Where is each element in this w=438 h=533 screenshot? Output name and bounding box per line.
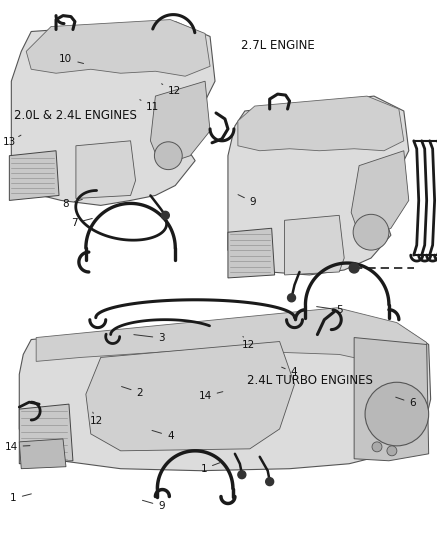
Circle shape <box>353 214 389 250</box>
Text: 4: 4 <box>152 431 173 441</box>
Text: 5: 5 <box>317 305 343 315</box>
Polygon shape <box>26 20 210 76</box>
Polygon shape <box>9 151 59 200</box>
Polygon shape <box>228 228 275 278</box>
Text: 6: 6 <box>396 397 416 408</box>
Text: 9: 9 <box>142 500 165 511</box>
Text: 11: 11 <box>140 100 159 111</box>
Text: 2.0L & 2.4L ENGINES: 2.0L & 2.4L ENGINES <box>14 109 138 122</box>
Circle shape <box>288 294 296 302</box>
Circle shape <box>365 382 429 446</box>
Text: 1: 1 <box>201 463 221 474</box>
Text: 9: 9 <box>238 195 256 207</box>
Text: 1: 1 <box>10 494 32 504</box>
Text: 10: 10 <box>59 54 84 64</box>
Polygon shape <box>228 96 409 275</box>
Polygon shape <box>86 342 294 451</box>
Polygon shape <box>19 439 66 469</box>
Text: 2.4L TURBO ENGINES: 2.4L TURBO ENGINES <box>247 374 373 387</box>
Circle shape <box>238 471 246 479</box>
Polygon shape <box>36 308 427 374</box>
Text: 14: 14 <box>198 391 223 401</box>
Circle shape <box>372 442 382 452</box>
Polygon shape <box>238 96 404 151</box>
Text: 7: 7 <box>71 218 92 228</box>
Circle shape <box>155 142 182 169</box>
Polygon shape <box>19 310 431 471</box>
Text: 14: 14 <box>4 441 30 451</box>
Text: 12: 12 <box>242 336 255 350</box>
Circle shape <box>161 212 170 219</box>
Text: 12: 12 <box>162 84 181 95</box>
Text: 4: 4 <box>282 367 297 377</box>
Circle shape <box>266 478 274 486</box>
Polygon shape <box>150 81 210 166</box>
Text: 3: 3 <box>134 333 165 343</box>
Text: 13: 13 <box>3 135 21 147</box>
Polygon shape <box>11 21 215 205</box>
Polygon shape <box>285 215 344 275</box>
Polygon shape <box>354 337 429 461</box>
Text: 12: 12 <box>90 412 103 426</box>
Circle shape <box>349 263 359 273</box>
Polygon shape <box>76 141 135 198</box>
Text: 2.7L ENGINE: 2.7L ENGINE <box>241 39 314 52</box>
Text: 2: 2 <box>121 386 143 398</box>
Text: 8: 8 <box>63 199 82 209</box>
Polygon shape <box>19 404 73 464</box>
Circle shape <box>387 446 397 456</box>
Polygon shape <box>351 151 409 240</box>
